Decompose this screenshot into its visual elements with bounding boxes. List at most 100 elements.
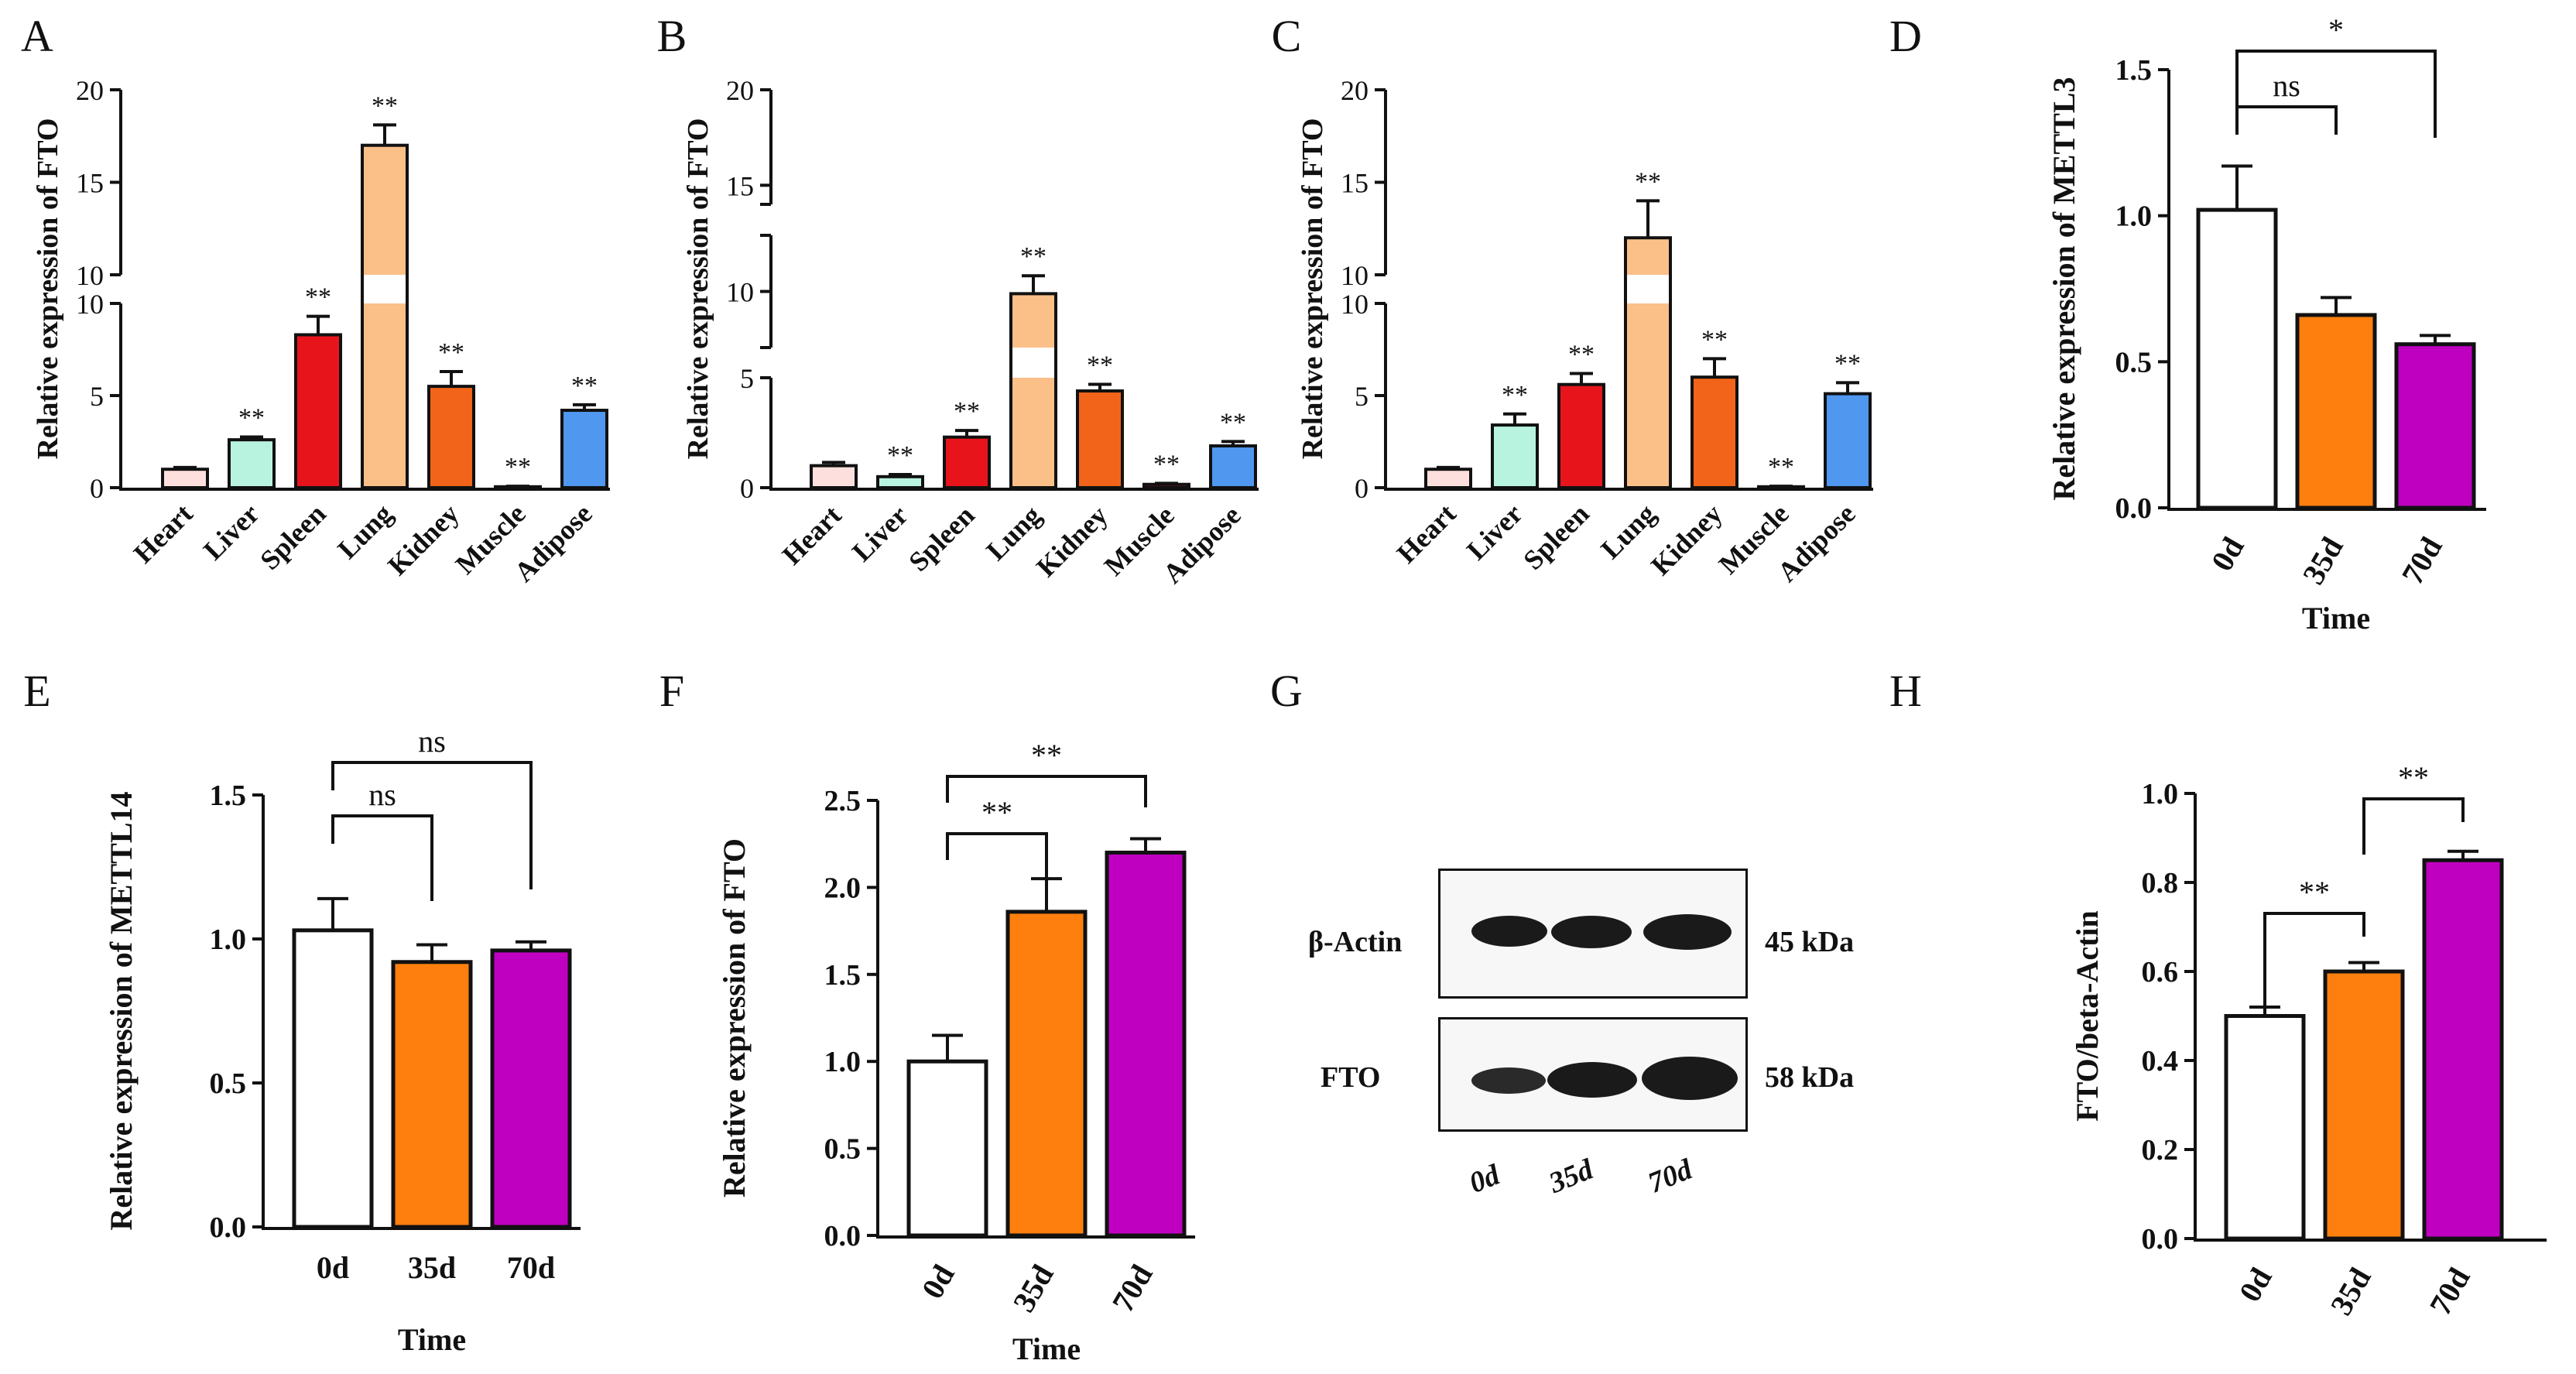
significance-muscle: ** (1153, 450, 1180, 478)
chart-d: 0.0 0.5 1.0 1.5 Relative expression of METTL… (2047, 12, 2486, 636)
x-tick-label-35d: 35d (408, 1250, 456, 1285)
significance-spleen: ** (305, 283, 331, 312)
bar-kidney (1690, 375, 1738, 490)
x-tick-label-0d: 0d (915, 1259, 961, 1304)
bar-70d (490, 948, 572, 1229)
comparison-bracket (331, 761, 533, 889)
y-tick-label: 1.5 (824, 959, 862, 992)
y-axis-title: Relative expression of FTO (682, 118, 714, 460)
comparison-label: ns (368, 777, 396, 812)
significance-muscle: ** (1768, 453, 1794, 481)
significance-spleen: ** (1568, 340, 1595, 368)
bar-liver (1491, 423, 1539, 490)
blot-actin-size: 45 kDa (1765, 926, 1855, 958)
bar-35d (2295, 313, 2377, 510)
y-tick-label: 10 (76, 289, 104, 320)
y-axis-title: Relative expression of METTL3 (2047, 77, 2081, 500)
chart-e: 0.0 0.5 1.0 1.5 Relative expression of METTL… (104, 724, 581, 1357)
significance-lung: ** (1020, 242, 1046, 271)
bar-liver (876, 475, 924, 489)
x-tick-label-heart: Heart (128, 498, 199, 569)
bar-break-gap (364, 275, 406, 303)
blot-actin-label: β-Actin (1308, 926, 1403, 958)
blot-fto-size: 58 kDa (1765, 1061, 1855, 1094)
bar-lung (361, 143, 409, 489)
significance-adipose: ** (1220, 408, 1246, 437)
significance-liver: ** (238, 404, 265, 433)
comparison-label: ** (981, 795, 1012, 830)
bar-heart (161, 468, 209, 490)
y-tick-label: 0 (740, 473, 754, 504)
y-axis-title: Relative expression of FTO (32, 118, 64, 460)
panel-letter-c: C (1272, 11, 1302, 61)
panel-letter-d: D (1889, 11, 1922, 61)
bar-adipose (1209, 444, 1257, 489)
x-tick-label-0d: 0d (317, 1250, 349, 1285)
bar-adipose (1824, 392, 1872, 489)
comparison-label: ** (2299, 875, 2330, 910)
comparison-bracket (331, 814, 433, 901)
x-tick-label-kidney: Kidney (1645, 498, 1728, 581)
x-tick-label-35d: 35d (2324, 1262, 2378, 1321)
x-axis-title: Time (1012, 1331, 1081, 1366)
bar-70d (1105, 850, 1187, 1238)
comparison-bracket (946, 832, 1048, 885)
x-axis-title: Time (398, 1322, 466, 1357)
x-tick-label-70d: 70d (507, 1250, 555, 1285)
x-tick-label-35d: 35d (2296, 531, 2350, 590)
significance-kidney: ** (1087, 351, 1113, 380)
significance-spleen: ** (954, 397, 980, 426)
y-tick-label: 1.5 (210, 780, 247, 812)
y-tick-label: 15 (726, 170, 754, 201)
bar-0d (2196, 207, 2278, 510)
panel-letter-a: A (21, 11, 53, 61)
chart-f: 0.0 0.5 1.0 1.5 2.0 2.5 Relative expression of… (717, 738, 1195, 1366)
y-axis-title: Relative expression of FTO (717, 838, 752, 1198)
western-blot-panel (1438, 869, 1748, 1132)
y-tick-label: 1.0 (2115, 200, 2153, 233)
x-tick-label-70d: 70d (2395, 531, 2449, 590)
bar-spleen (943, 435, 991, 489)
y-tick-label: 0.2 (2142, 1134, 2179, 1167)
y-tick-label: 0.0 (210, 1211, 247, 1244)
fto-band-0d (1471, 1067, 1546, 1094)
bar-heart (1424, 468, 1472, 490)
bar-break-gap (1627, 275, 1669, 303)
y-tick-label: 1.0 (824, 1046, 862, 1078)
blot-actin-membrane (1438, 869, 1748, 999)
y-tick-label: 1.0 (210, 923, 247, 956)
bar-adipose (560, 409, 608, 489)
blot-fto-label: FTO (1321, 1061, 1381, 1094)
bar-35d (2323, 969, 2405, 1241)
y-axis-title: Relative expression of FTO (1297, 118, 1329, 460)
y-tick-label: 20 (76, 75, 104, 106)
bar-spleen (1557, 382, 1605, 489)
comparison-label: * (2328, 12, 2344, 47)
bar-35d (1005, 910, 1088, 1238)
significance-lung: ** (372, 91, 398, 120)
comparison-bracket (946, 775, 1147, 807)
bar-0d (292, 928, 374, 1229)
x-tick-label-70d: 70d (1105, 1259, 1160, 1317)
bar-70d (2422, 858, 2504, 1241)
x-tick-label-spleen: Spleen (1517, 498, 1595, 575)
significance-adipose: ** (571, 372, 598, 400)
actin-band-0d (1471, 916, 1547, 947)
y-tick-label: 15 (76, 168, 104, 199)
bar-break-gap (1012, 348, 1054, 378)
significance-liver: ** (1502, 381, 1528, 409)
chart-b: 0 5 10 15 20 Relative expression of FTO Heart *… (682, 75, 1259, 589)
y-tick-label: 5 (90, 381, 104, 412)
actin-band-70d (1643, 914, 1732, 950)
y-tick-label: 0.0 (2115, 492, 2153, 525)
bar-heart (810, 464, 858, 489)
x-tick-label-kidney: Kidney (382, 498, 465, 581)
y-tick-label: 10 (726, 277, 754, 308)
bar-kidney (427, 385, 475, 489)
y-tick-label: 15 (1341, 168, 1368, 199)
bar-muscle (1142, 482, 1190, 489)
significance-muscle: ** (505, 453, 531, 481)
y-tick-label: 5 (1355, 381, 1368, 412)
